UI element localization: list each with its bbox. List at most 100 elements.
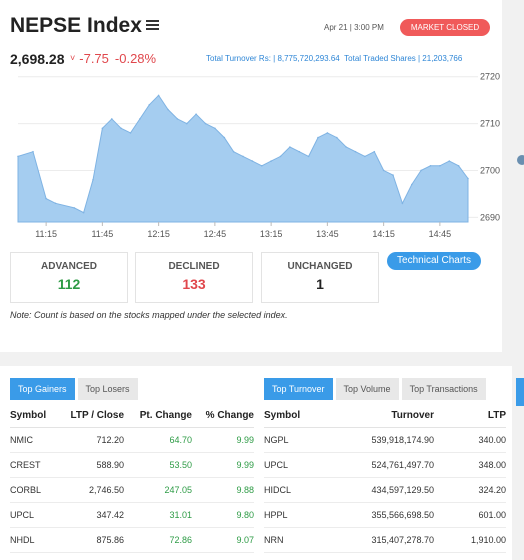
data-point: [242, 155, 244, 158]
gainers-panel: Top Gainers Top Losers Symbol LTP / Clos…: [0, 366, 254, 560]
declined-label: DECLINED: [168, 261, 220, 272]
turnover-cell: 434,597,129.50: [314, 477, 434, 503]
symbol-cell[interactable]: CREST: [10, 452, 54, 478]
x-tick-label: 12:45: [204, 229, 227, 239]
symbol-cell[interactable]: UPCL: [264, 452, 314, 478]
data-point: [176, 118, 179, 120]
data-point: [139, 118, 141, 120]
turnover-panel: Top Turnover Top Volume Top Transactions…: [254, 366, 512, 560]
turnover-cell: 524,761,497.70: [314, 452, 434, 478]
data-point: [382, 169, 385, 172]
table-row[interactable]: NMIC 712.20 64.70 9.99: [10, 427, 254, 453]
next-panel-tab[interactable]: [516, 378, 524, 406]
total-turnover: Total Turnover Rs: | 8,775,720,293.64: [206, 54, 340, 63]
symbol-cell[interactable]: NRN: [264, 527, 314, 553]
ltp-cell: 875.86: [54, 527, 124, 553]
percent-change-cell: 9.99: [192, 427, 254, 453]
x-tick-label: 13:15: [260, 229, 283, 239]
data-point: [439, 165, 441, 167]
index-area-chart[interactable]: 2690 2700 2710 2720 11:15 11:45 12:15 12:45 13:1…: [0, 66, 502, 246]
data-point: [429, 165, 432, 167]
table-row[interactable]: NRN 315,407,278.70 1,910.00: [264, 527, 506, 553]
data-point: [270, 160, 272, 162]
gainers-tabs: Top Gainers Top Losers: [10, 378, 141, 400]
page-title: NEPSE Index: [10, 14, 142, 37]
tab-top-losers[interactable]: Top Losers: [77, 378, 138, 400]
table-row[interactable]: NGPL 539,918,174.90 340.00: [264, 427, 506, 453]
symbol-cell[interactable]: HPPL: [264, 502, 314, 528]
column-header: Symbol: [264, 404, 314, 428]
column-header: Symbol: [10, 404, 54, 428]
point-change-cell: 31.01: [124, 502, 192, 528]
tab-top-transactions[interactable]: Top Transactions: [401, 378, 486, 400]
table-row[interactable]: NHDL 875.86 72.86 9.07: [10, 527, 254, 553]
data-point: [129, 132, 132, 134]
data-point: [73, 207, 76, 209]
ltp-cell: 348.00: [434, 452, 506, 478]
y-tick-label: 2690: [480, 212, 500, 222]
turnover-summary: Total Turnover Rs: | 8,775,720,293.64 To…: [206, 54, 462, 63]
ltp-cell: 1,910.00: [434, 527, 506, 553]
symbol-cell[interactable]: NMIC: [10, 427, 54, 453]
data-point: [411, 183, 413, 186]
market-status-badge: MARKET CLOSED: [400, 19, 490, 36]
table-row[interactable]: UPCL 347.42 31.01 9.80: [10, 502, 254, 528]
turnover-tabs: Top Turnover Top Volume Top Transactions: [264, 378, 489, 400]
technical-charts-button[interactable]: Technical Charts: [387, 252, 481, 270]
data-point: [148, 104, 151, 106]
table-row[interactable]: HIDCL 434,597,129.50 324.20: [264, 477, 506, 503]
index-card: NEPSE Index Apr 21 | 3:00 PM MARKET CLOS…: [0, 0, 502, 352]
turnover-cell: 315,407,278.70: [314, 527, 434, 553]
data-point: [289, 146, 291, 148]
column-header: LTP / Close: [54, 404, 124, 428]
data-point: [364, 155, 366, 158]
symbol-cell[interactable]: NGPL: [264, 427, 314, 453]
table-row[interactable]: HPPL 355,566,698.50 601.00: [264, 502, 506, 528]
data-point: [307, 155, 310, 158]
turnover-table: Symbol Turnover LTP NGPL 539,918,174.90 34…: [264, 404, 506, 553]
table-row[interactable]: CREST 588.90 53.50 9.99: [10, 452, 254, 478]
caret-down-icon: ˅: [70, 53, 76, 63]
x-tick-label: 14:45: [429, 229, 452, 239]
index-point-change: -7.75: [79, 51, 109, 66]
symbol-cell[interactable]: NHDL: [10, 527, 54, 553]
data-point: [279, 155, 282, 158]
data-point: [223, 136, 226, 139]
menu-icon[interactable]: [146, 20, 159, 32]
symbol-cell[interactable]: UPCL: [10, 502, 54, 528]
column-header: % Change: [192, 404, 254, 428]
ltp-cell: 588.90: [54, 452, 124, 478]
data-point: [101, 127, 104, 130]
market-datetime: Apr 21 | 3:00 PM: [324, 23, 384, 32]
data-point: [232, 150, 235, 153]
data-point: [401, 202, 404, 205]
ltp-cell: 601.00: [434, 502, 506, 528]
tab-top-turnover[interactable]: Top Turnover: [264, 378, 333, 400]
tab-top-volume[interactable]: Top Volume: [335, 378, 399, 400]
tab-top-gainers[interactable]: Top Gainers: [10, 378, 75, 400]
declined-count: 133: [182, 276, 206, 292]
data-point: [17, 155, 19, 158]
data-point: [195, 113, 197, 115]
symbol-cell[interactable]: HIDCL: [264, 477, 314, 503]
scroll-handle-icon[interactable]: [517, 155, 524, 165]
data-point: [157, 94, 160, 97]
column-header: LTP: [434, 404, 506, 428]
percent-change-cell: 9.80: [192, 502, 254, 528]
data-point: [54, 202, 57, 205]
y-tick-label: 2700: [480, 165, 500, 175]
data-point: [326, 132, 329, 134]
table-row[interactable]: UPCL 524,761,497.70 348.00: [264, 452, 506, 478]
advanced-count: 112: [57, 276, 81, 292]
x-tick-label: 12:15: [147, 229, 170, 239]
data-point: [261, 165, 263, 167]
data-point: [92, 179, 94, 181]
data-point: [298, 150, 301, 153]
turnover-cell: 539,918,174.90: [314, 427, 434, 453]
data-point: [448, 160, 451, 162]
data-point: [186, 122, 188, 125]
table-row[interactable]: CORBL 2,746.50 247.05 9.88: [10, 477, 254, 503]
symbol-cell[interactable]: CORBL: [10, 477, 54, 503]
column-header: Pt. Change: [124, 404, 192, 428]
ltp-cell: 340.00: [434, 427, 506, 453]
